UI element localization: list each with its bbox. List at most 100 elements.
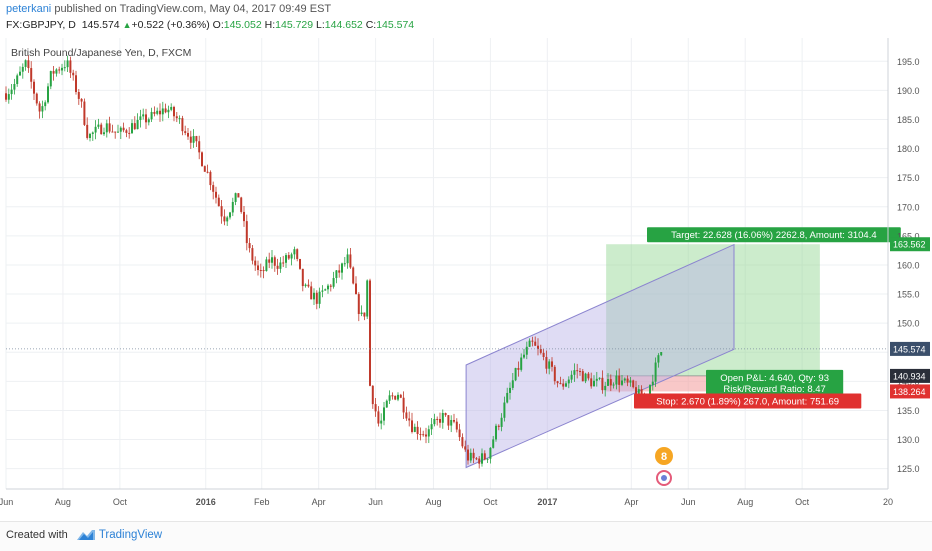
candle-body [332,278,335,287]
candle-body [131,123,133,134]
candle-body [360,312,363,315]
candle-body [511,380,514,388]
candle-body [430,424,433,430]
open-value: 145.052 [223,19,262,31]
candle-body [371,385,374,405]
candle-body [117,131,119,133]
candle-body [436,418,439,420]
candle-body [579,371,581,373]
target-price-tag: 163.562 [893,240,926,250]
candle-body [52,71,55,74]
candle-body [475,458,478,460]
candle-body [517,368,520,370]
candle-body [612,384,615,386]
time-tick-label: Jun [0,497,13,507]
price-tick-label: 195.0 [897,57,920,67]
candle-body [313,292,315,300]
low-label: L: [316,19,325,31]
overlays: Target: 22.628 (16.06%) 2262.8, Amount: … [6,227,901,409]
logo-badge: 8 [655,447,673,486]
candle-body [660,352,663,356]
time-tick-label: 20 [883,497,893,507]
candle-body [441,412,444,423]
candle-body [265,259,268,272]
candle-body [369,280,371,386]
candle-body [122,127,125,131]
up-arrow-icon: ▲ [122,20,132,30]
candle-body [91,132,94,134]
time-tick-label: Apr [624,497,638,507]
candle-body [576,370,579,372]
candle-body [254,260,257,266]
candle-body [173,106,175,117]
stop-label: Stop: 2.670 (1.89%) 267.0, Amount: 751.6… [656,396,839,407]
candle-body [111,131,114,133]
candle-body [478,458,481,464]
price-chart[interactable]: Target: 22.628 (16.06%) 2262.8, Amount: … [0,36,932,510]
candle-body [24,60,27,67]
price-tick-label: 150.0 [897,319,920,329]
price-tick-label: 180.0 [897,144,920,154]
time-tick-label: Oct [113,497,128,507]
candle-body [506,392,509,403]
candle-body [259,270,262,272]
candle-body [467,449,469,461]
svg-text:8: 8 [661,451,667,463]
candle-body [388,395,391,401]
time-tick-label: Apr [312,497,326,507]
candles [5,55,663,469]
candle-body [33,81,35,94]
candle-body [75,75,77,93]
candle-body [282,262,285,264]
candle-body [565,383,567,387]
candle-body [397,394,399,400]
candle-body [343,263,346,265]
candle-body [598,377,601,379]
candle-body [287,255,290,259]
time-tick-label: Feb [254,497,270,507]
candle-body [125,130,128,133]
candle-body [453,420,455,422]
candle-body [61,67,63,71]
tradingview-link[interactable]: TradingView [98,529,163,541]
high-value: 145.729 [275,19,314,31]
candle-body [439,418,441,423]
chart-area[interactable]: Target: 22.628 (16.06%) 2262.8, Amount: … [0,36,932,510]
candle-body [167,109,170,113]
candle-body [402,397,405,413]
candle-body [341,263,343,273]
time-tick-label: Aug [425,497,441,507]
candle-body [509,387,511,393]
candle-body [89,133,91,138]
candle-body [621,380,623,385]
created-with: Created with TradingView [6,529,162,541]
candle-body [649,385,651,397]
low-value: 144.652 [324,19,363,31]
candle-body [461,437,464,447]
candle-body [243,211,245,222]
candle-body [201,152,203,167]
created-with-label: Created with [6,529,68,541]
author-link[interactable]: peterkani [6,3,52,15]
symbol-label: FX:GBPJPY, D [6,19,76,31]
candle-body [178,118,181,120]
candle-body [548,361,551,369]
channel-fill [465,243,735,469]
candle-body [159,110,161,115]
candle-body [534,341,537,346]
candle-body [458,429,461,438]
candle-body [654,362,657,382]
current-price-tag-bg [890,341,930,356]
candle-body [285,255,287,263]
candle-body [385,400,388,408]
candle-body [237,193,240,198]
target-zone [606,244,820,376]
time-axis: Jun Aug Oct 2016 Feb Apr Jun Aug Oct 2017 Apr Jun Au… [0,488,893,507]
price-tick-label: 175.0 [897,173,920,183]
candle-body [279,262,282,269]
candle-body [447,415,450,426]
pnl-label-bg [706,369,844,396]
candle-body [41,106,44,112]
candle-body [587,373,590,379]
candle-body [399,394,402,398]
